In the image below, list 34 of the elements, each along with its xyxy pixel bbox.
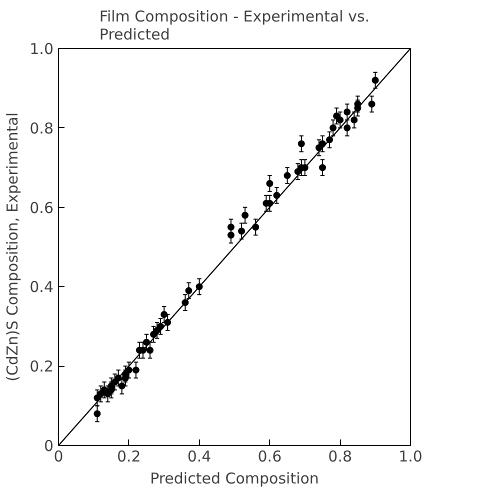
- y-tick-label: 0.6: [30, 198, 54, 217]
- point: [132, 366, 140, 374]
- point: [344, 124, 351, 132]
- point: [227, 232, 234, 239]
- y-tick-label: 0.4: [30, 278, 54, 296]
- point: [160, 310, 168, 318]
- point: [336, 116, 344, 124]
- point: [350, 116, 358, 124]
- point: [185, 287, 192, 294]
- point: [330, 124, 337, 132]
- point: [146, 346, 154, 354]
- point: [319, 164, 326, 172]
- point: [298, 140, 305, 148]
- point: [344, 108, 351, 116]
- y-tick-label: 0.2: [30, 358, 54, 376]
- x-tick-label: 1.0: [398, 448, 422, 466]
- point: [242, 212, 249, 219]
- x-tick-label: 0.4: [187, 448, 212, 466]
- point: [227, 224, 234, 231]
- point: [118, 382, 126, 390]
- y-tick-label: 1.0: [30, 40, 54, 58]
- point: [266, 180, 274, 187]
- point: [368, 100, 376, 108]
- x-tick-label: 0.8: [328, 448, 352, 466]
- point: [372, 76, 379, 84]
- x-tick-label: 0.2: [116, 448, 141, 466]
- y-tick-label: 0.8: [30, 119, 54, 138]
- point: [284, 172, 291, 180]
- y-axis-title: (CdZn)S Composition, Experimental: [4, 112, 22, 382]
- point: [238, 228, 246, 235]
- chart-title: Film Composition - Experimental vs. Predicted: [99, 8, 370, 44]
- point: [94, 410, 101, 418]
- x-tick-label: 0.6: [258, 448, 282, 466]
- x-axis-title: Predicted Composition: [150, 470, 319, 488]
